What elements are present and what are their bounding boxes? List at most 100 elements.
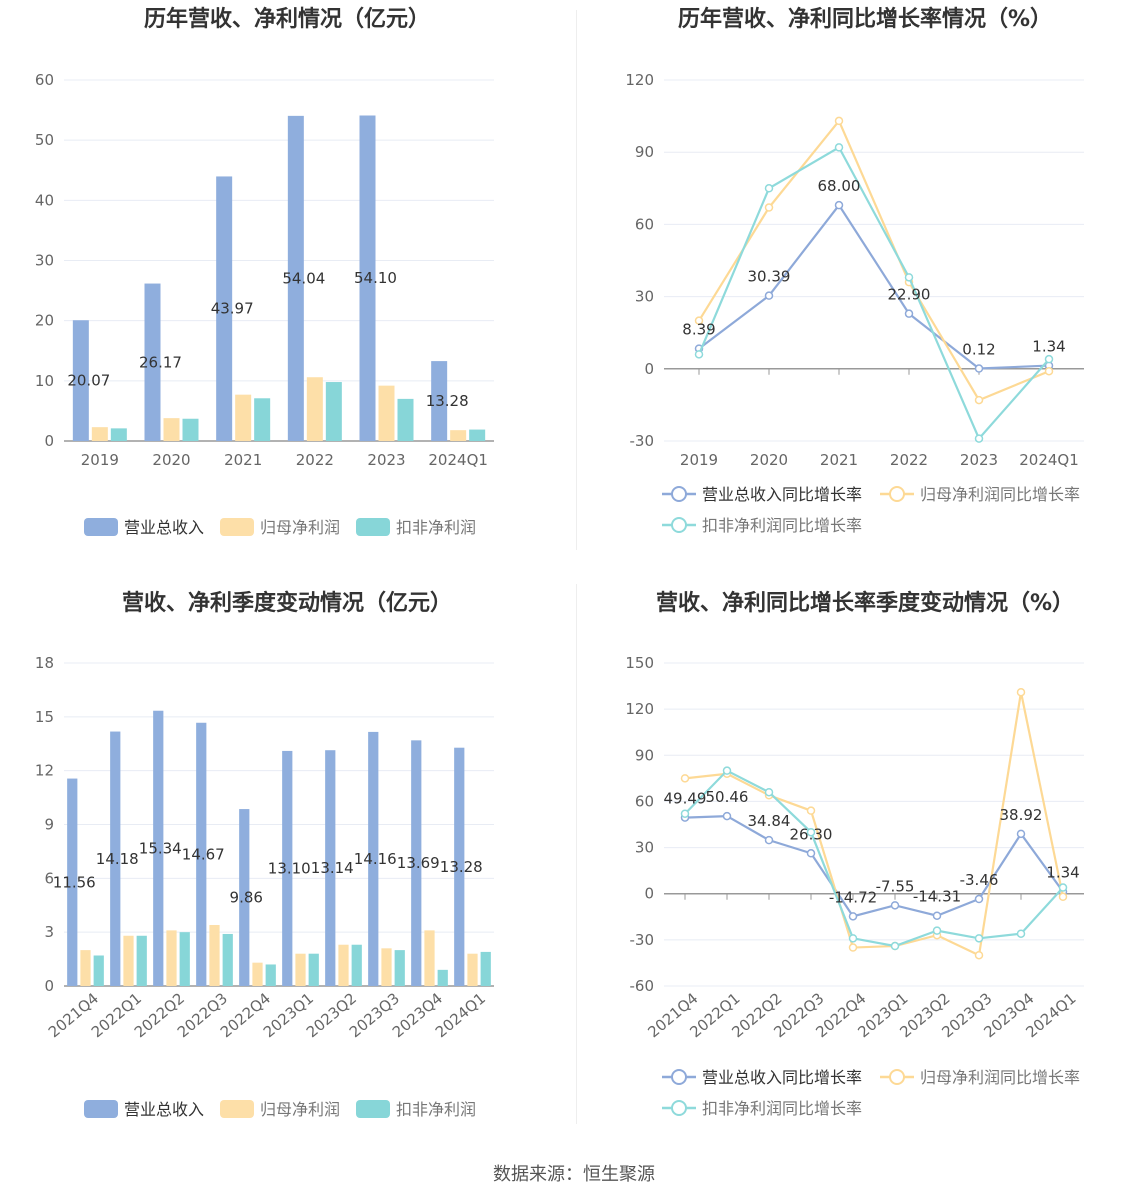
chart-3-point-s1 (806, 806, 816, 815)
chart-0-ytick-label: 30 (35, 252, 54, 270)
chart-3-legend-label: 归母净利润同比增长率 (920, 1068, 1080, 1087)
chart-2-bar-s1 (123, 935, 134, 986)
chart-1-point-s0 (764, 291, 774, 300)
chart-0-bar-s1 (163, 418, 180, 441)
chart-2-legend-swatch (84, 1100, 118, 1118)
chart-3-line-s2 (684, 769, 1064, 948)
chart-1-ytick-label: 0 (644, 360, 654, 378)
chart-1-xtick-label: 2019 (680, 451, 718, 469)
chart-2-bar-s1 (295, 953, 306, 986)
chart-2-data-label: 14.18 (96, 850, 139, 868)
chart-3-ytick-label: 120 (625, 700, 654, 718)
chart-0-xtick-label: 2019 (81, 451, 119, 469)
chart-1-point-s2 (764, 184, 774, 193)
chart-3-data-label: 50.46 (706, 788, 749, 806)
chart-0-bar-s0 (359, 115, 376, 441)
chart-0-ytick-label: 50 (35, 131, 54, 149)
chart-3-point-s2 (806, 827, 816, 837)
chart-0-data-label: 20.07 (67, 372, 110, 390)
chart-group: 营收、净利季度变动情况（亿元）03691215182021Q42022Q1202… (35, 590, 494, 1119)
chart-2-ytick-label: 0 (44, 977, 54, 995)
chart-1-data-label: 0.12 (962, 341, 995, 359)
chart-3-point-s0 (722, 811, 732, 821)
chart-1-legend-marker (671, 486, 687, 502)
chart-0-xtick-label: 2020 (152, 451, 190, 469)
chart-2-bar-s0 (282, 750, 293, 986)
chart-2-bar-s2 (222, 933, 233, 986)
chart-2-bar-s2 (480, 951, 491, 986)
chart-2-data-label: 13.28 (440, 858, 483, 876)
chart-2-bar-s1 (424, 930, 435, 986)
chart-3-point-s2 (722, 766, 732, 775)
chart-3-data-label: 34.84 (748, 812, 791, 830)
chart-3-point-s2 (932, 926, 942, 935)
chart-3-ytick-label: 60 (635, 792, 654, 810)
chart-2-bar-s0 (368, 731, 379, 986)
chart-2-bar-s1 (80, 950, 91, 986)
chart-1-point-s2 (904, 273, 914, 282)
chart-group: 营收、净利同比增长率季度变动情况（%）-60-30030609012015020… (625, 590, 1084, 1118)
column-divider-bottom (576, 584, 577, 1124)
chart-2-data-label: 9.86 (230, 889, 263, 907)
chart-3-point-s0 (974, 894, 984, 904)
chart-1-title: 历年营收、净利同比增长率情况（%） (678, 6, 1052, 32)
chart-svg: 历年营收、净利同比增长率情况（%） -30 0 30 60 90 120 2019 2020 20… (625, 6, 1084, 535)
chart-1-line-s2 (697, 145, 1050, 441)
chart-1-ytick-label: 60 (635, 215, 654, 233)
chart-1-point-s2 (1044, 354, 1054, 364)
chart-2-ytick-label: 9 (44, 816, 54, 834)
chart-3-data-label: 38.92 (1000, 806, 1043, 824)
chart-2-bar-s0 (411, 740, 422, 986)
chart-3-point-s1 (1058, 892, 1068, 902)
chart-2-data-label: 15.34 (139, 839, 182, 857)
chart-0-bar-s0 (431, 361, 448, 441)
chart-3-point-s2 (764, 787, 774, 797)
chart-2-bar-s2 (93, 955, 104, 986)
chart-3-line-s1 (684, 692, 1065, 957)
chart-0-legend-label: 归母净利润 (260, 518, 340, 537)
chart-0-bar-s0 (216, 176, 233, 441)
chart-0-data-label: 13.28 (426, 392, 469, 410)
chart-0-legend-swatch (84, 518, 118, 536)
chart-0-ytick-label: 40 (35, 191, 54, 209)
chart-3-ytick-label: 0 (644, 885, 654, 903)
chart-2-data-label: 13.14 (311, 859, 354, 877)
chart-0-ytick-label: 10 (35, 372, 54, 390)
chart-0-bar-s0 (72, 320, 89, 441)
chart-3-point-s1 (848, 943, 858, 952)
quarterly-growth-rate-chart: 营收、净利同比增长率季度变动情况（%） -60 -30 0 30 60 90 120 150 20… (578, 580, 1148, 1160)
chart-3-data-label: 49.49 (664, 790, 707, 808)
chart-2-bar-s2 (136, 935, 147, 986)
chart-3-legend-marker (889, 1069, 905, 1085)
chart-0-legend-label: 营业总收入 (124, 518, 204, 537)
chart-3-point-s2 (974, 934, 984, 943)
chart-0-bar-s0 (144, 283, 161, 441)
chart-2-bar-s2 (437, 969, 448, 986)
chart-3-point-s0 (806, 849, 816, 858)
chart-0-bar-s1 (91, 427, 108, 441)
chart-3-legend-marker (671, 1100, 687, 1116)
chart-3-legend-label: 扣非净利润同比增长率 (702, 1099, 862, 1118)
chart-0-data-label: 54.10 (354, 269, 397, 287)
chart-3-point-s1 (680, 774, 690, 783)
chart-2-bar-s1 (381, 948, 392, 986)
annual-growth-rate-chart: 历年营收、净利同比增长率情况（%） -30 0 30 60 90 120 2019 2020 20… (578, 0, 1148, 580)
chart-2-bar-s1 (338, 944, 349, 986)
chart-3-data-label: -7.55 (876, 877, 915, 895)
chart-1-legend-marker (671, 517, 687, 533)
chart-0-xtick-label: 2024Q1 (428, 451, 488, 469)
chart-1-ytick-label: 30 (635, 288, 654, 306)
chart-3-line-s0 (684, 814, 1064, 918)
chart-3-legend-label: 营业总收入同比增长率 (702, 1068, 862, 1087)
chart-3-point-s0 (764, 835, 774, 845)
chart-2-bar-s1 (467, 953, 478, 986)
chart-1-ytick-label: 120 (625, 71, 654, 89)
chart-1-ytick-label: -30 (630, 432, 655, 450)
chart-1-point-s2 (694, 350, 704, 359)
data-source-note: 数据来源：恒生聚源 (493, 1164, 655, 1185)
chart-2-legend-label: 扣非净利润 (396, 1100, 476, 1119)
chart-1-line-s0 (698, 203, 1050, 370)
chart-1-line-s1 (698, 118, 1050, 402)
chart-1-point-s1 (764, 203, 774, 212)
chart-2-data-label: 14.16 (354, 850, 397, 868)
